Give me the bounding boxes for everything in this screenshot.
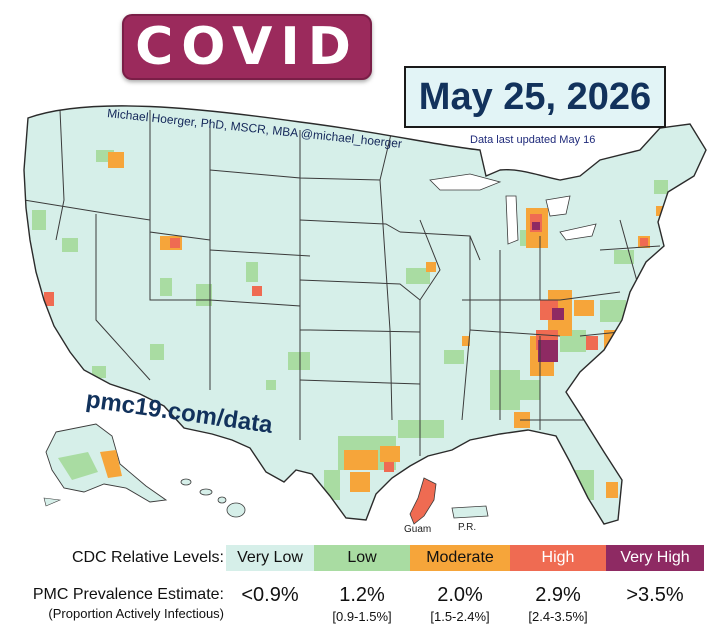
pmc-legend-label: PMC Prevalence Estimate: xyxy=(32,586,224,603)
estimate-range: [0.9-1.5%] xyxy=(332,609,392,624)
date-box: May 25, 2026 xyxy=(404,66,666,128)
very-high-regions xyxy=(532,222,564,362)
legend-level-very-high: Very High xyxy=(606,545,704,571)
alaska-shape xyxy=(43,423,168,507)
guam-label: Guam xyxy=(404,524,432,535)
estimate-value: 1.2% xyxy=(339,584,385,606)
estimate-range: [1.5-2.4%] xyxy=(430,609,490,624)
estimate-range: [2.4-3.5%] xyxy=(528,609,588,624)
great-lakes xyxy=(429,173,597,245)
estimate-value: 2.0% xyxy=(437,584,483,606)
legend-level-moderate: Moderate xyxy=(410,545,510,571)
pr-label: P.R. xyxy=(458,522,477,533)
pmc-legend-sublabel: (Proportion Actively Infectious) xyxy=(48,606,224,621)
updated-note: Data last updated May 16 xyxy=(470,134,596,146)
page-title: COVID xyxy=(135,17,359,77)
legend-level-low: Low xyxy=(314,545,410,571)
estimate-value: >3.5% xyxy=(626,584,684,606)
guam-shape xyxy=(409,477,437,525)
us-outline xyxy=(23,105,707,525)
date-text: May 25, 2026 xyxy=(418,75,652,118)
puerto-rico-shape xyxy=(451,505,489,519)
legend-level-high: High xyxy=(510,545,606,571)
cdc-legend-label: CDC Relative Levels: xyxy=(71,549,224,566)
estimate-value: <0.9% xyxy=(241,584,299,606)
legend-level-very-low: Very Low xyxy=(226,545,314,571)
estimate-value: 2.9% xyxy=(535,584,581,606)
us-covid-map xyxy=(23,105,707,525)
title-banner: COVID xyxy=(122,14,372,80)
hawaii-shape xyxy=(180,478,246,518)
